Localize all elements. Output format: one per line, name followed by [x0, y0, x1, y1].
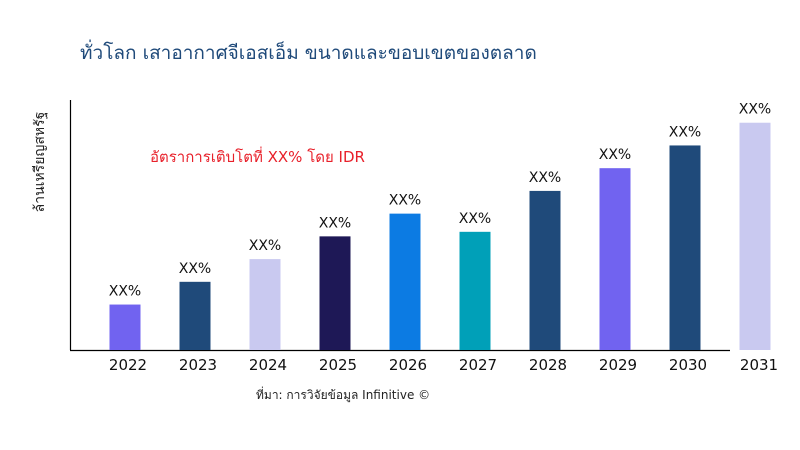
- data-label-2030: XX%: [669, 124, 701, 140]
- x-tick-label-2026: 2026: [389, 356, 427, 374]
- bar-2030: [669, 145, 701, 350]
- growth-annotation: อัตราการเติบโตที่ XX% โดย IDR: [150, 148, 365, 166]
- x-tick-label-2027: 2027: [459, 356, 497, 374]
- data-label-2025: XX%: [319, 215, 351, 231]
- x-tick-label-2023: 2023: [179, 356, 217, 374]
- data-label-2031: XX%: [739, 102, 771, 118]
- bar-2023: [179, 281, 211, 350]
- bar-2026: [389, 213, 421, 350]
- x-tick-label-2028: 2028: [529, 356, 567, 374]
- bar-2029: [599, 168, 631, 350]
- bar-2022: [109, 304, 141, 350]
- data-label-2029: XX%: [599, 147, 631, 163]
- chart-title: ทั่วโลก เสาอากาศจีเอสเอ็ม ขนาดและขอบเขตข…: [80, 42, 537, 64]
- source-note: ที่มา: การวิจัยข้อมูล Infinitive ©: [256, 388, 431, 402]
- bar-2025: [319, 236, 351, 350]
- bar-2027: [459, 231, 491, 350]
- x-tick-label-2031: 2031: [740, 356, 778, 374]
- data-label-2022: XX%: [109, 284, 141, 300]
- x-tick-label-2022: 2022: [109, 356, 147, 374]
- data-label-2024: XX%: [249, 238, 281, 254]
- bar-2028: [529, 190, 561, 350]
- data-label-2023: XX%: [179, 261, 211, 277]
- x-tick-label-2024: 2024: [249, 356, 287, 374]
- x-tick-label-2030: 2030: [669, 356, 707, 374]
- x-tick-label-2029: 2029: [599, 356, 637, 374]
- bar-2031: [739, 122, 771, 351]
- data-label-2026: XX%: [389, 193, 421, 209]
- bar-2024: [249, 259, 281, 350]
- x-tick-label-2025: 2025: [319, 356, 357, 374]
- data-label-2027: XX%: [459, 211, 491, 227]
- data-label-2028: XX%: [529, 170, 561, 186]
